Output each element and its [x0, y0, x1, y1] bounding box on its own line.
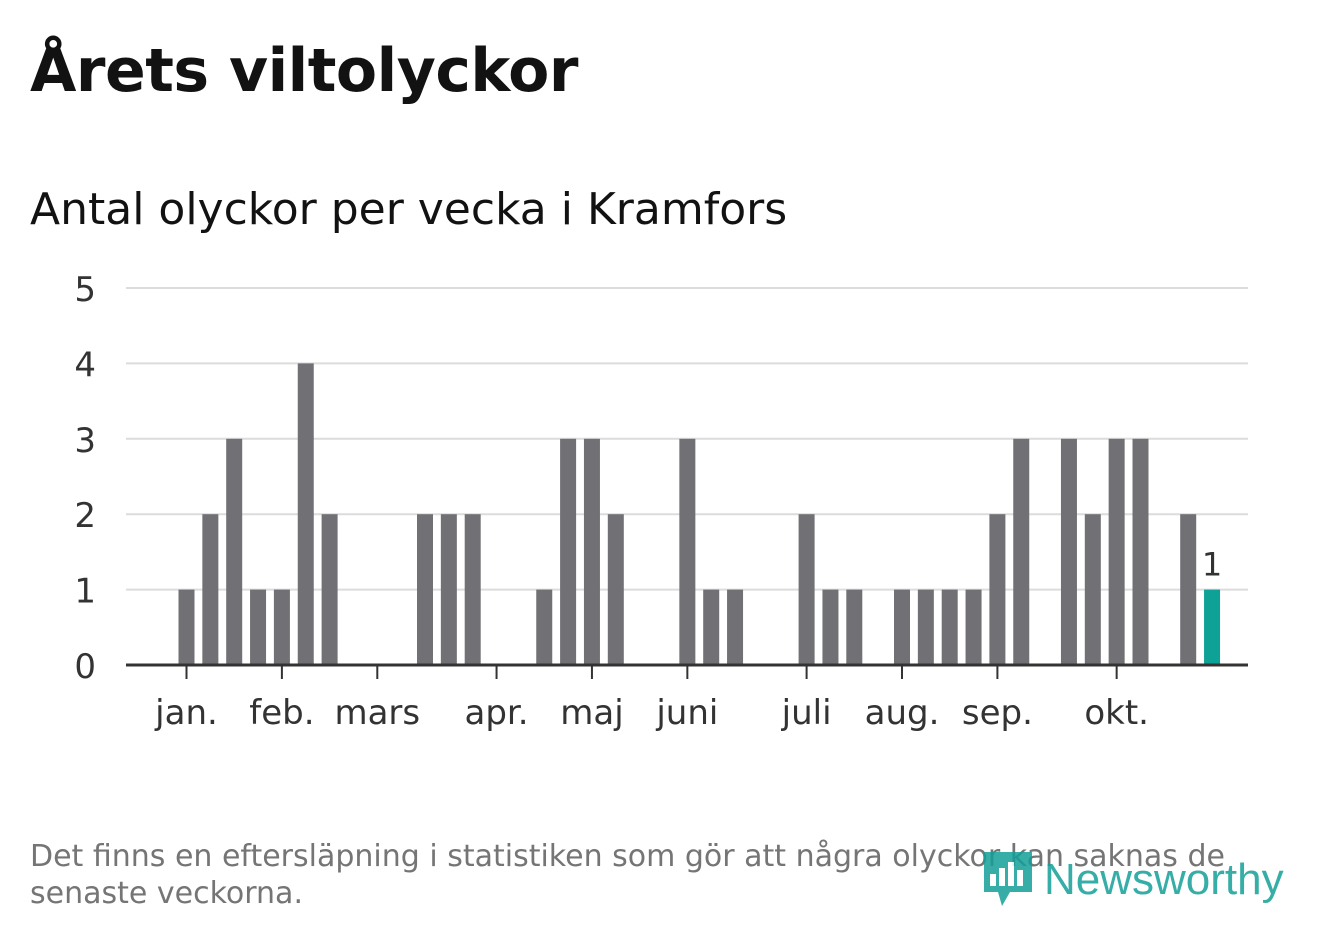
bar — [202, 514, 219, 665]
bar — [846, 589, 863, 665]
x-tick-label: okt. — [1084, 693, 1149, 733]
bar — [464, 514, 481, 665]
bar — [1060, 438, 1077, 665]
bar — [703, 589, 720, 665]
bar — [1013, 438, 1030, 665]
bar — [1132, 438, 1149, 665]
x-tick-label: apr. — [465, 693, 529, 733]
x-tick-label: juni — [655, 693, 718, 733]
y-tick-label: 0 — [74, 647, 96, 687]
bar — [1180, 514, 1197, 665]
bar — [798, 514, 815, 665]
data-label: 1 — [1202, 546, 1222, 584]
bar-current-week — [1204, 589, 1221, 665]
bar — [607, 514, 624, 665]
y-tick-label: 5 — [74, 270, 96, 310]
bar — [941, 589, 958, 665]
bar — [321, 514, 338, 665]
bar — [417, 514, 433, 665]
x-tick-label: sep. — [962, 693, 1033, 733]
y-tick-label: 1 — [74, 572, 96, 612]
bar — [273, 589, 290, 665]
y-tick-label: 4 — [74, 345, 96, 385]
bar — [679, 438, 696, 665]
y-tick-label: 3 — [74, 421, 96, 461]
bar — [536, 589, 553, 665]
bar — [440, 514, 457, 665]
y-tick-label: 2 — [74, 496, 96, 536]
x-tick-label: feb. — [249, 693, 314, 733]
brand-name: Newsworthy — [1044, 855, 1284, 904]
bar — [226, 438, 243, 665]
x-tick-label: maj — [560, 693, 623, 733]
bar — [297, 363, 314, 665]
x-tick-label: juli — [781, 693, 832, 733]
bar — [560, 438, 577, 665]
bar — [965, 589, 982, 665]
chart-subtitle: Antal olyckor per vecka i Kramfors — [30, 184, 788, 235]
chart-title: Årets viltolyckor — [30, 36, 579, 106]
bar — [1084, 514, 1101, 665]
x-tick-label: jan. — [154, 693, 218, 733]
bar-chart: 0 1 2 3 4 5 1 jan. feb. mars apr. maj juni juli aug. se… — [74, 270, 1248, 733]
bar — [250, 589, 267, 665]
bar — [583, 438, 600, 665]
bar — [822, 589, 839, 665]
x-tick-label: mars — [334, 693, 420, 733]
bar — [989, 514, 1006, 665]
bar — [894, 589, 910, 665]
bar — [917, 589, 934, 665]
bar — [1108, 438, 1125, 665]
bar — [727, 589, 744, 665]
brand-logo: Newsworthy — [980, 848, 1284, 912]
bar — [178, 589, 195, 665]
x-tick-label: aug. — [865, 693, 940, 733]
bar-chart-bubble-icon — [984, 852, 1032, 906]
